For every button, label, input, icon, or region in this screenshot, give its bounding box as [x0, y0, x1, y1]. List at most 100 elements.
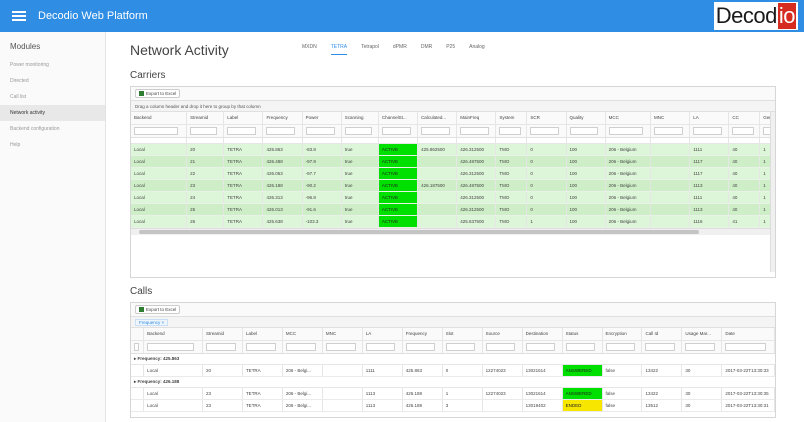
tab-analog[interactable]: Analog — [469, 44, 485, 50]
calls-filter-input[interactable] — [134, 342, 140, 351]
carriers-filter-input[interactable] — [732, 126, 754, 135]
carriers-filter-input[interactable] — [266, 126, 296, 135]
column-header-slot[interactable]: Slot — [442, 328, 483, 341]
column-header-la[interactable]: LA — [689, 112, 730, 125]
column-header-encryption[interactable]: Encryption — [602, 328, 643, 341]
calls-filter-input[interactable] — [365, 342, 396, 351]
calls-filter-input[interactable] — [685, 342, 716, 351]
column-header-la[interactable]: LA — [362, 328, 403, 341]
column-header-source[interactable]: Source — [482, 328, 523, 341]
column-header-mnc[interactable]: MNC — [322, 328, 363, 341]
tab-tetrapol[interactable]: Tetrapol — [361, 44, 379, 50]
column-header-channelst[interactable]: ChannelSt... — [378, 112, 419, 125]
carriers-filter-input[interactable] — [381, 126, 411, 135]
menu-icon[interactable] — [12, 11, 26, 21]
carriers-filter-input[interactable] — [499, 126, 521, 135]
sidebar-item-network-activity[interactable]: Network activity — [0, 105, 105, 121]
sidebar-item-backend-configuration[interactable]: Backend configuration — [10, 126, 60, 132]
calls-export-button[interactable]: Export to Excel — [135, 305, 181, 314]
column-header-destination[interactable]: Destination — [522, 328, 563, 341]
calls-filter-input[interactable] — [325, 342, 356, 351]
sidebar-item-call-list[interactable]: Call list — [10, 94, 27, 100]
column-header-genon[interactable]: GenOn — [759, 112, 771, 125]
carriers-filter-input[interactable] — [569, 126, 599, 135]
group-row[interactable]: ▸ Frequency: 426.188 — [131, 376, 775, 388]
column-header-streamid[interactable]: Streamid — [186, 112, 225, 125]
column-header-label[interactable]: Label — [242, 328, 283, 341]
column-header-mcc[interactable]: MCC — [605, 112, 652, 125]
calls-filter-input[interactable] — [445, 342, 476, 351]
calls-filter-input[interactable] — [525, 342, 556, 351]
carriers-filter-input[interactable] — [763, 126, 771, 135]
carriers-filter-input[interactable] — [134, 126, 179, 135]
calls-filter-input[interactable] — [205, 342, 236, 351]
column-header-mcc[interactable]: MCC — [282, 328, 323, 341]
group-row[interactable]: ▸ Frequency: 425.863 — [131, 353, 775, 365]
carriers-export-button[interactable]: Export to Excel — [135, 89, 181, 98]
sidebar-item-directed[interactable]: Directed — [10, 78, 29, 84]
tab-dpmr[interactable]: dPMR — [392, 44, 407, 50]
calls-filter-input[interactable] — [147, 342, 194, 351]
sidebar-item-help[interactable]: Help — [10, 142, 21, 148]
carriers-filter-input[interactable] — [344, 126, 372, 135]
carrier-row[interactable]: Local 20 TETRA 425.863 -83.8 true ACTIVE 425.86… — [131, 143, 771, 156]
calls-filter-input[interactable] — [565, 342, 596, 351]
calls-filter-input[interactable] — [245, 342, 276, 351]
carrier-row[interactable]: Local 25 TETRA 426.013 -91.6 true ACTIVE 426.31… — [131, 203, 771, 216]
calls-filter-input[interactable] — [725, 342, 767, 351]
column-header-frequency[interactable]: Frequency — [262, 112, 303, 125]
calls-filter-input[interactable] — [485, 342, 516, 351]
tab-p25[interactable]: P25 — [446, 44, 456, 50]
sidebar-item-power-monitoring[interactable]: Power monitoring — [10, 62, 49, 68]
calls-filter-input[interactable] — [645, 342, 676, 351]
tab-mxdn[interactable]: MXDN — [302, 44, 317, 50]
column-header-status[interactable]: Status — [562, 328, 603, 341]
column-header-power[interactable]: Power — [302, 112, 342, 125]
column-header-calculated[interactable]: Calculated... — [417, 112, 458, 125]
carriers-filter-input[interactable] — [608, 126, 644, 135]
column-header-cc[interactable]: CC — [728, 112, 761, 125]
carrier-row[interactable]: Local 22 TETRA 426.063 -97.7 true ACTIVE 426.31… — [131, 167, 771, 180]
column-header-mainfreq[interactable]: MainFreq — [456, 112, 497, 125]
carriers-horizontal-scrollbar[interactable] — [131, 227, 775, 235]
carriers-filter-input[interactable] — [190, 126, 218, 135]
calls-filter-input[interactable] — [605, 342, 636, 351]
carrier-cell-label: TETRA — [223, 191, 264, 204]
carriers-vertical-scrollbar[interactable] — [770, 112, 775, 272]
column-header-scanning[interactable]: Scanning — [341, 112, 379, 125]
column-header-system[interactable]: System — [495, 112, 528, 125]
calls-filter-input[interactable] — [405, 342, 436, 351]
carriers-filter-input[interactable] — [530, 126, 560, 135]
collapse-arrow-icon[interactable]: ▸ — [134, 355, 138, 361]
column-header-call-id[interactable]: Call Id — [641, 328, 683, 341]
column-header-mnc[interactable]: MNC — [650, 112, 691, 125]
column-header-quality[interactable]: Quality — [566, 112, 606, 125]
column-header-scr[interactable]: SCR — [526, 112, 567, 125]
tab-dmr[interactable]: DMR — [420, 44, 433, 50]
carriers-filter-input[interactable] — [654, 126, 683, 135]
column-header-usage-mar[interactable]: Usage Mar... — [681, 328, 723, 341]
carriers-filter-input[interactable] — [693, 126, 723, 135]
carriers-filter-input[interactable] — [460, 126, 490, 135]
column-header-frequency[interactable]: Frequency — [402, 328, 443, 341]
column-header-label[interactable]: Label — [223, 112, 264, 125]
carriers-filter-input[interactable] — [421, 126, 451, 135]
group-chip-frequency[interactable]: Frequency × — [135, 318, 169, 326]
column-header-streamid[interactable]: Streamid — [202, 328, 243, 341]
carriers-filter-input[interactable] — [305, 126, 335, 135]
call-row[interactable]: Local 20 TETRA 206 - Belgi... 1111 425.863 0 12… — [131, 364, 775, 377]
carriers-filter-input[interactable] — [227, 126, 257, 135]
column-header-backend[interactable]: Backend — [131, 112, 188, 125]
carriers-scroll-thumb[interactable] — [139, 229, 699, 234]
carrier-row[interactable]: Local 21 TETRA 426.488 -97.9 true ACTIVE 426.48… — [131, 155, 771, 168]
column-header-date[interactable]: Date — [721, 328, 775, 341]
tab-tetra[interactable]: TETRA — [330, 44, 348, 55]
carrier-row[interactable]: Local 24 TETRA 426.313 -96.8 true ACTIVE 426.31… — [131, 191, 771, 204]
call-row[interactable]: Local 23 TETRA 206 - Belgi... 1113 426.188 3 13… — [131, 399, 775, 412]
collapse-arrow-icon[interactable]: ▸ — [134, 378, 138, 384]
carrier-row[interactable]: Local 26 TETRA 425.638 -103.3 true ACTIVE 425.6… — [131, 215, 771, 228]
carrier-row[interactable]: Local 23 TETRA 426.188 -90.2 true ACTIVE 426.18… — [131, 179, 771, 192]
calls-filter-input[interactable] — [285, 342, 316, 351]
call-row[interactable]: Local 23 TETRA 206 - Belgi... 1113 426.188 1 12… — [131, 387, 775, 400]
column-header-backend[interactable]: Backend — [143, 328, 203, 341]
